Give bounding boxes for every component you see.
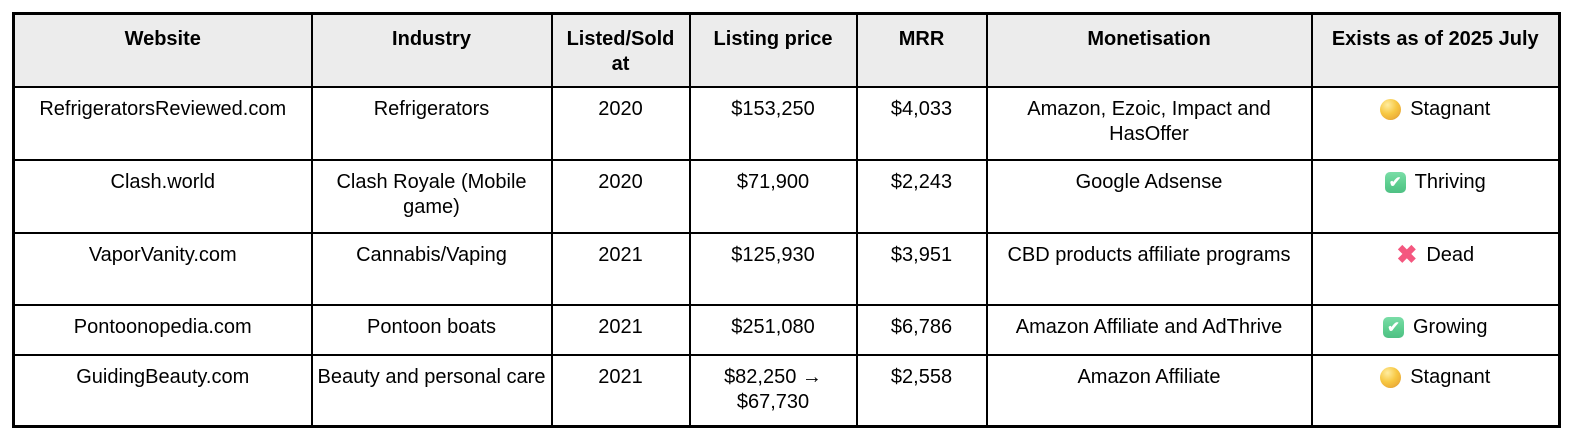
cell-listed-sold: 2020 <box>550 86 691 161</box>
cell-listing-price: $71,900 <box>688 159 858 234</box>
status-label: Growing <box>1413 316 1488 338</box>
cell-monetisation: Amazon Affiliate <box>985 354 1313 427</box>
header-row: Website Industry Listed/Sold at Listing … <box>12 12 1561 88</box>
cell-industry: Pontoon boats <box>310 304 553 356</box>
table-row: RefrigeratorsReviewed.com Refrigerators … <box>12 86 1561 161</box>
cell-mrr: $4,033 <box>855 86 988 161</box>
column-header-exists: Exists as of 2025 July <box>1310 12 1561 88</box>
stagnant-circle-icon <box>1380 99 1402 120</box>
cell-status: Stagnant <box>1310 86 1561 161</box>
cell-monetisation: Google Adsense <box>985 159 1313 234</box>
cell-listing-price: $153,250 <box>688 86 858 161</box>
cell-mrr: $6,786 <box>855 304 988 356</box>
cell-website: GuidingBeauty.com <box>12 354 313 427</box>
cell-website: Pontoonopedia.com <box>12 304 313 356</box>
cell-industry: Clash Royale (Mobile game) <box>310 159 553 234</box>
status-label: Thriving <box>1414 171 1486 193</box>
table-row: Pontoonopedia.com Pontoon boats 2021 $25… <box>12 304 1561 356</box>
cell-website: Clash.world <box>12 159 313 234</box>
cell-status: Growing <box>1310 304 1561 356</box>
check-icon <box>1384 172 1406 193</box>
cell-monetisation: Amazon Affiliate and AdThrive <box>985 304 1313 356</box>
status-badge: Growing <box>1317 315 1555 340</box>
stagnant-circle-icon <box>1380 367 1402 388</box>
cell-mrr: $2,243 <box>855 159 988 234</box>
cell-listing-price: $125,930 <box>688 232 858 306</box>
cell-website: RefrigeratorsReviewed.com <box>12 86 313 161</box>
status-badge: Stagnant <box>1317 97 1555 122</box>
status-badge: Stagnant <box>1317 365 1555 390</box>
table-row: Clash.world Clash Royale (Mobile game) 2… <box>12 159 1561 234</box>
cell-status: Dead <box>1310 232 1561 306</box>
table-row: VaporVanity.com Cannabis/Vaping 2021 $12… <box>12 232 1561 306</box>
cross-icon <box>1396 245 1417 266</box>
column-header-listing-price: Listing price <box>688 12 858 88</box>
column-header-monetisation: Monetisation <box>985 12 1313 88</box>
status-label: Dead <box>1426 244 1475 266</box>
cell-listed-sold: 2021 <box>550 232 691 306</box>
status-badge: Dead <box>1317 243 1555 268</box>
cell-monetisation: CBD products affiliate programs <box>985 232 1313 306</box>
column-header-industry: Industry <box>310 12 553 88</box>
cell-industry: Beauty and personal care <box>310 354 553 427</box>
cell-listed-sold: 2021 <box>550 304 691 356</box>
cell-listed-sold: 2021 <box>550 354 691 427</box>
cell-mrr: $3,951 <box>855 232 988 306</box>
cell-industry: Cannabis/Vaping <box>310 232 553 306</box>
cell-listing-price: $82,250 → $67,730 <box>688 354 858 427</box>
cell-listing-price: $251,080 <box>688 304 858 356</box>
column-header-mrr: MRR <box>855 12 988 88</box>
cell-listed-sold: 2020 <box>550 159 691 234</box>
status-label: Stagnant <box>1410 98 1491 120</box>
cell-monetisation: Amazon, Ezoic, Impact and HasOffer <box>985 86 1313 161</box>
column-header-website: Website <box>12 12 313 88</box>
cell-industry: Refrigerators <box>310 86 553 161</box>
table-row: GuidingBeauty.com Beauty and personal ca… <box>12 354 1561 427</box>
check-icon <box>1383 317 1404 338</box>
status-label: Stagnant <box>1410 366 1491 388</box>
cell-mrr: $2,558 <box>855 354 988 427</box>
cell-website: VaporVanity.com <box>12 232 313 306</box>
listings-table: Website Industry Listed/Sold at Listing … <box>12 12 1561 428</box>
cell-status: Stagnant <box>1310 354 1561 427</box>
status-badge: Thriving <box>1317 170 1555 195</box>
cell-status: Thriving <box>1310 159 1561 234</box>
column-header-listed-sold: Listed/Sold at <box>550 12 691 88</box>
